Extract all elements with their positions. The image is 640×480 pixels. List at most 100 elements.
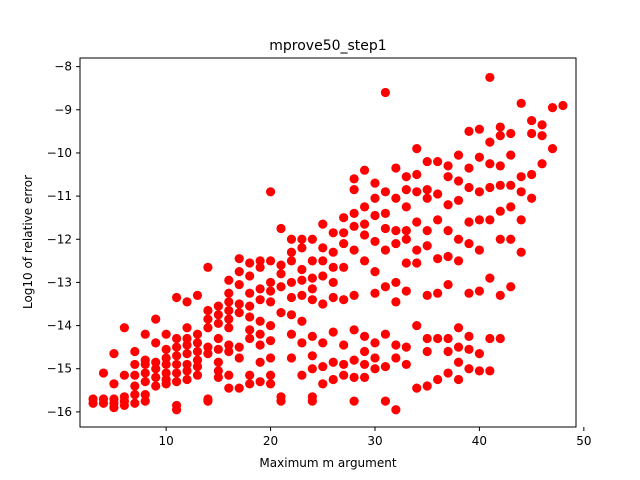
data-point: [98, 368, 109, 378]
data-point: [318, 299, 328, 309]
data-point: [453, 342, 464, 352]
x-tick-label: 20: [263, 434, 278, 448]
data-point: [297, 234, 307, 244]
data-point: [474, 349, 485, 359]
data-point: [203, 305, 213, 316]
data-point: [349, 174, 359, 184]
data-point: [130, 398, 140, 408]
data-point: [370, 353, 380, 363]
data-point: [171, 405, 182, 415]
x-tick-label: 10: [159, 434, 174, 448]
data-point: [182, 349, 192, 359]
y-tick-label: −16: [47, 405, 72, 419]
data-point: [464, 238, 474, 249]
data-point: [412, 320, 422, 331]
data-point: [307, 351, 317, 361]
data-point: [151, 357, 161, 367]
data-point: [339, 359, 349, 370]
data-point: [171, 333, 182, 344]
data-point: [495, 206, 505, 216]
data-point: [412, 383, 422, 393]
data-point: [349, 208, 359, 218]
data-point: [339, 295, 349, 305]
data-point: [109, 402, 119, 413]
data-point: [192, 346, 203, 357]
y-axis-label: Log10 of relative error: [21, 175, 35, 309]
data-point: [527, 193, 537, 203]
data-point: [506, 234, 516, 244]
data-point: [161, 379, 171, 389]
data-point: [88, 398, 98, 408]
data-point: [182, 297, 192, 307]
data-point: [109, 349, 119, 359]
data-point: [401, 172, 411, 182]
data-point: [130, 390, 140, 400]
data-point: [192, 329, 203, 339]
data-point: [255, 340, 265, 350]
data-point: [234, 267, 244, 277]
data-point: [171, 351, 182, 361]
data-point: [182, 340, 192, 350]
data-point: [98, 398, 109, 408]
data-point: [391, 238, 401, 249]
data-point: [401, 258, 411, 268]
data-point: [495, 180, 505, 190]
plot-layer: [88, 72, 568, 415]
data-point: [307, 273, 317, 283]
data-point: [286, 277, 297, 288]
data-point: [359, 165, 370, 175]
data-point: [464, 126, 474, 136]
data-point: [422, 226, 432, 236]
data-point: [527, 169, 537, 180]
data-point: [370, 288, 380, 298]
data-point: [140, 359, 150, 370]
data-point: [506, 180, 516, 190]
data-point: [422, 193, 432, 203]
data-point: [140, 377, 150, 387]
data-point: [213, 301, 223, 311]
data-point: [318, 219, 328, 229]
data-point: [255, 262, 265, 272]
data-point: [255, 316, 265, 326]
data-point: [474, 124, 485, 134]
data-point: [380, 282, 391, 292]
data-point: [527, 128, 537, 139]
data-point: [161, 344, 171, 354]
data-point: [464, 163, 474, 173]
data-point: [171, 342, 182, 352]
y-tick-label: −11: [47, 189, 72, 203]
data-point: [234, 342, 244, 352]
data-point: [213, 366, 223, 376]
data-point: [506, 150, 516, 160]
data-point: [349, 245, 359, 255]
data-point: [391, 340, 401, 350]
data-point: [422, 241, 432, 251]
data-point: [286, 329, 297, 339]
data-point: [265, 353, 276, 363]
data-point: [422, 333, 432, 344]
data-point: [203, 349, 213, 359]
y-tick-label: −12: [47, 232, 72, 246]
data-point: [245, 370, 255, 380]
data-point: [485, 273, 495, 283]
data-point: [359, 331, 370, 341]
data-point: [401, 202, 411, 212]
data-point: [307, 364, 317, 374]
data-point: [474, 152, 485, 162]
data-point: [255, 256, 265, 266]
data-point: [182, 323, 192, 333]
data-point: [443, 200, 453, 210]
data-point: [380, 87, 391, 98]
data-point: [485, 366, 495, 376]
data-point: [203, 396, 213, 406]
data-point: [370, 210, 380, 221]
data-point: [433, 374, 443, 385]
data-point: [380, 223, 391, 234]
data-point: [443, 346, 453, 357]
data-point: [182, 359, 192, 370]
data-point: [318, 338, 328, 348]
data-point: [234, 299, 244, 309]
data-point: [401, 234, 411, 244]
data-point: [161, 353, 171, 363]
